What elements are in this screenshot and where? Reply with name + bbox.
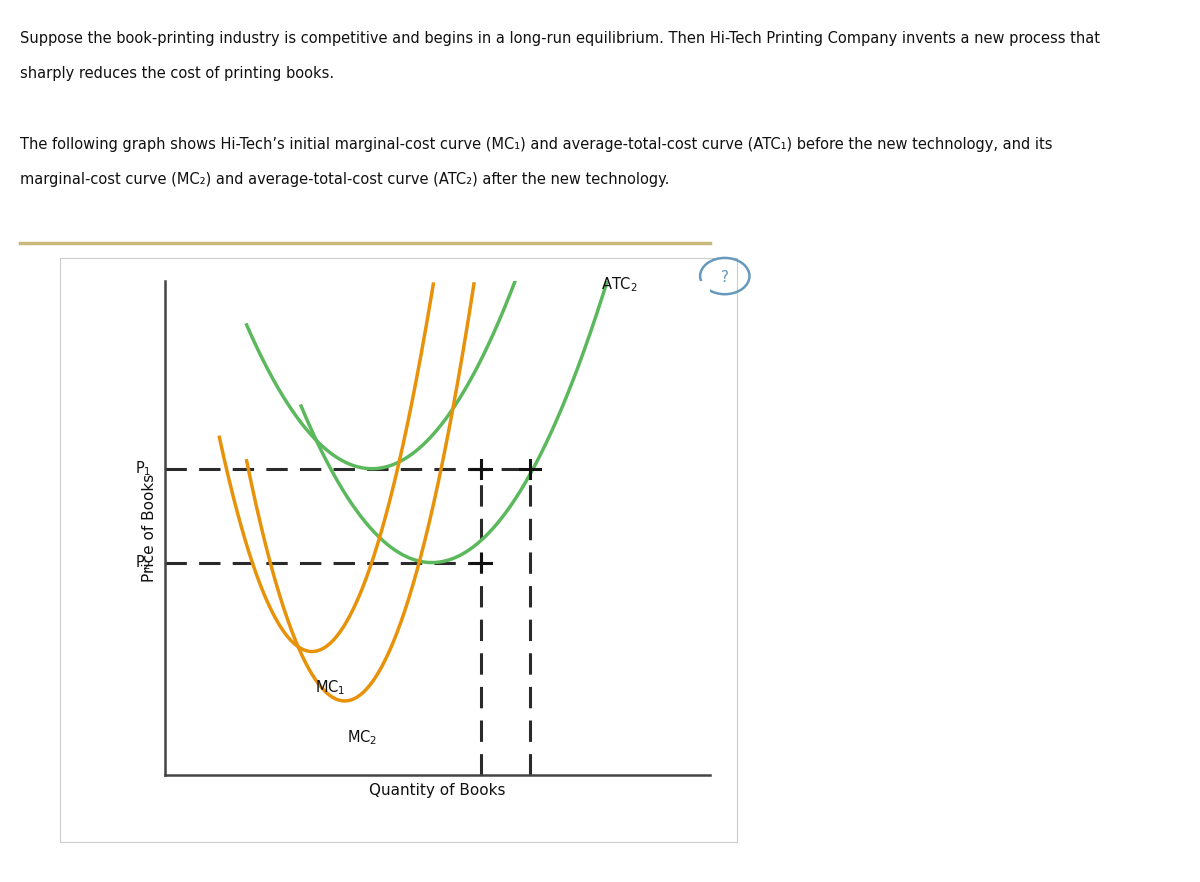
Y-axis label: Price of Books: Price of Books — [142, 474, 156, 582]
Text: sharply reduces the cost of printing books.: sharply reduces the cost of printing boo… — [20, 66, 335, 81]
Text: MC$_2$: MC$_2$ — [348, 729, 378, 747]
Text: ATC$_2$: ATC$_2$ — [601, 275, 637, 294]
X-axis label: Quantity of Books: Quantity of Books — [370, 783, 505, 798]
Text: P$_2$: P$_2$ — [134, 553, 151, 572]
Text: The following graph shows Hi-Tech’s initial marginal-cost curve (MC₁) and averag: The following graph shows Hi-Tech’s init… — [20, 137, 1052, 152]
Text: P$_1$: P$_1$ — [134, 460, 151, 478]
Text: Suppose the book-printing industry is competitive and begins in a long-run equil: Suppose the book-printing industry is co… — [20, 31, 1100, 46]
Text: ?: ? — [721, 270, 728, 285]
Text: MC$_1$: MC$_1$ — [314, 679, 346, 698]
Text: marginal-cost curve (MC₂) and average-total-cost curve (ATC₂) after the new tech: marginal-cost curve (MC₂) and average-to… — [20, 172, 670, 187]
